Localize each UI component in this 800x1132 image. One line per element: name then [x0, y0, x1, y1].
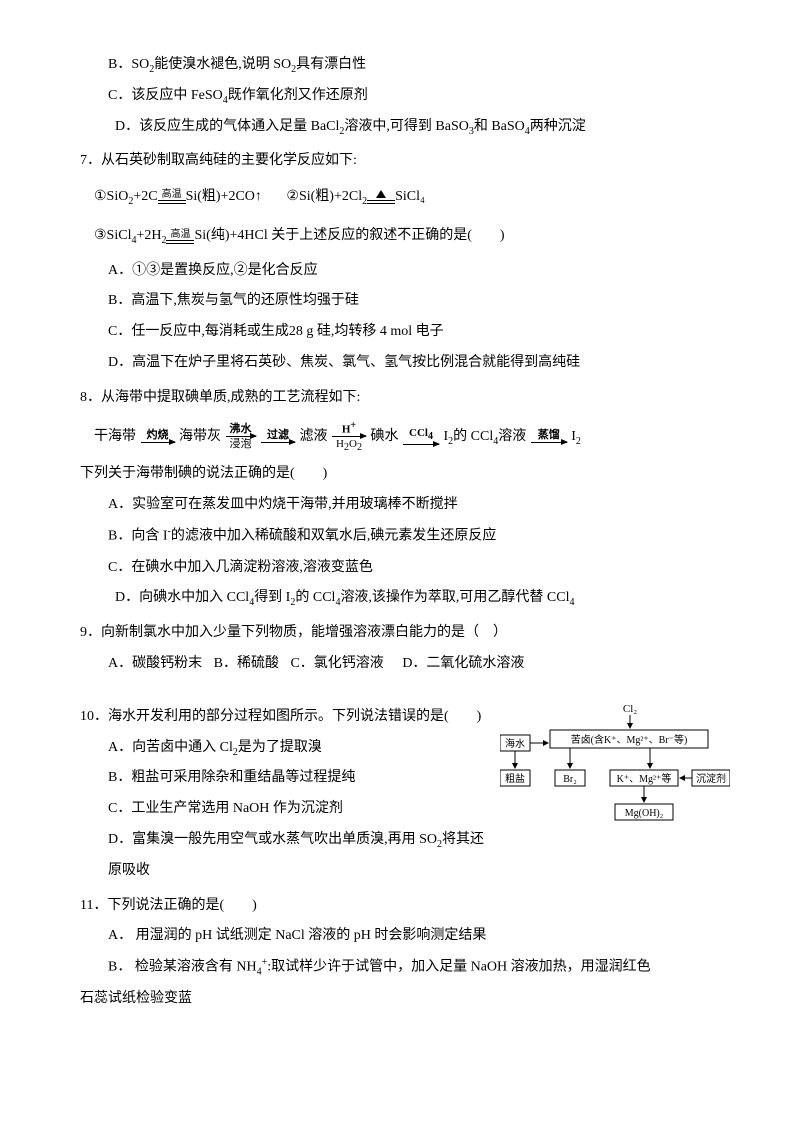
q9-option-b: B．稀硫酸 — [214, 656, 279, 671]
q11-option-a: A． 用湿润的 pH 试纸测定 NaCl 溶液的 pH 时会影响测定结果 — [80, 921, 730, 952]
q7-option-d: D．高温下在炉子里将石英砂、焦炭、氯气、氢气按比例混合就能得到高纯硅 — [80, 348, 730, 379]
question-8-stem: 8．从海带中提取碘单质,成熟的工艺流程如下: — [80, 383, 730, 414]
q8-option-d: D．向碘水中加入 CCl4得到 I2的 CCl4溶液,该操作为萃取,可用乙醇代替… — [80, 583, 730, 614]
option-c: C．该反应中 FeSO4既作氧化剂又作还原剂 — [80, 81, 730, 112]
svg-text:Br₂: Br₂ — [563, 774, 577, 785]
q7-reaction-row1: ①SiO2+2C高温Si(粗)+2CO↑ ②Si(粗)+2Cl2 SiCl₄ — [80, 177, 730, 216]
q9-option-a: A．碳酸钙粉末 — [108, 656, 202, 671]
q9-option-c: C．氯化钙溶液 — [290, 656, 383, 671]
flow-arrow-6: 蒸馏 — [531, 429, 567, 444]
svg-text:Cl₂: Cl₂ — [623, 703, 637, 715]
q7-option-c: C．任一反应中,每消耗或生成28 g 硅,均转移 4 mol 电子 — [80, 317, 730, 348]
q10-diagram: Cl₂ 海水 苦卤(含K⁺、Mg²⁺、Br⁻等) 粗盐 Br₂ K⁺、Mg²⁺等 — [500, 702, 730, 832]
q11-option-b-cont: 石蕊试纸检验变蓝 — [80, 984, 730, 1015]
flow-node-3: 滤液 — [300, 429, 328, 444]
reaction-condition-high-temp-2: 高温 — [166, 229, 194, 244]
q8-option-a: A．实验室可在蒸发皿中灼烧干海带,并用玻璃棒不断搅拌 — [80, 490, 730, 521]
svg-text:粗盐: 粗盐 — [505, 772, 525, 785]
flow-arrow-5: CCl4 — [403, 427, 439, 445]
q7-r1-left: ①SiO2+2C — [94, 189, 158, 204]
question-9-stem: 9．向新制氯水中加入少量下列物质，能增强溶液漂白能力的是（ ） — [80, 618, 730, 649]
q9-option-d: D．二氧化硫水溶液 — [402, 656, 524, 671]
svg-text:Mg(OH)₂: Mg(OH)₂ — [625, 808, 663, 819]
q7-r3-left: ③SiCl4+2H2 — [94, 228, 166, 243]
q9-options: A．碳酸钙粉末 B．稀硫酸 C．氯化钙溶液 D．二氧化硫水溶液 — [80, 649, 730, 680]
q7-option-a: A．①③是置换反应,②是化合反应 — [80, 256, 730, 287]
q8-substem: 下列关于海带制碘的说法正确的是( ) — [80, 459, 730, 490]
flow-arrow-3: 过滤 — [261, 429, 295, 444]
q8-option-b: B．向含 I-的滤液中加入稀硫酸和双氧水后,碘元素发生还原反应 — [80, 521, 730, 552]
svg-text:海水: 海水 — [505, 737, 525, 750]
q7-option-b: B．高温下,焦炭与氢气的还原性均强于硅 — [80, 286, 730, 317]
flow-arrow-2: 沸水浸泡 — [226, 423, 256, 450]
flow-arrow-4: H+H2O2 — [332, 420, 366, 454]
flow-node-6: I2 — [571, 429, 581, 444]
q7-reaction-row2: ③SiCl4+2H2高温Si(纯)+4HCl 关于上述反应的叙述不正确的是( ) — [80, 216, 730, 255]
reaction-condition-high-temp: 高温 — [158, 189, 186, 204]
flow-node-1: 干海带 — [94, 429, 136, 444]
svg-text:沉淀剂: 沉淀剂 — [696, 772, 726, 785]
reaction-condition-triangle — [367, 189, 395, 204]
flow-arrow-1: 灼烧 — [141, 429, 175, 444]
option-b: B．SO2能使溴水褪色,说明 SO2具有漂白性 — [80, 50, 730, 81]
q7-r2-right: SiCl₄ — [395, 189, 425, 204]
flow-node-4: 碘水 — [371, 429, 399, 444]
q7-r2-left: ②Si(粗)+2Cl2 — [286, 189, 367, 204]
svg-text:苦卤(含K⁺、Mg²⁺、Br⁻等): 苦卤(含K⁺、Mg²⁺、Br⁻等) — [571, 733, 688, 746]
svg-text:K⁺、Mg²⁺等: K⁺、Mg²⁺等 — [617, 772, 672, 785]
q7-r3-right: Si(纯)+4HCl 关于上述反应的叙述不正确的是( ) — [194, 228, 504, 243]
option-d: D．该反应生成的气体通入足量 BaCl2溶液中,可得到 BaSO3和 BaSO4… — [80, 112, 730, 143]
flow-node-5: I2的 CCl4溶液 — [444, 429, 527, 444]
q7-r1-right: Si(粗)+2CO↑ — [186, 189, 262, 204]
question-11-stem: 11．下列说法正确的是( ) — [80, 891, 730, 922]
q8-flow: 干海带 灼烧 海带灰 沸水浸泡 过滤 滤液 H+H2O2 碘水 CCl4 I2的… — [80, 420, 730, 454]
question-7-stem: 7．从石英砂制取高纯硅的主要化学反应如下: — [80, 146, 730, 177]
q11-option-b: B． 检验某溶液含有 NH4+:取试样少许于试管中，加入足量 NaOH 溶液加热… — [80, 952, 730, 983]
q8-option-c: C．在碘水中加入几滴淀粉溶液,溶液变蓝色 — [80, 553, 730, 584]
q10-option-d: D．富集溴一般先用空气或水蒸气吹出单质溴,再用 SO2将其还原吸收 — [80, 825, 730, 887]
flow-node-2: 海带灰 — [179, 429, 221, 444]
